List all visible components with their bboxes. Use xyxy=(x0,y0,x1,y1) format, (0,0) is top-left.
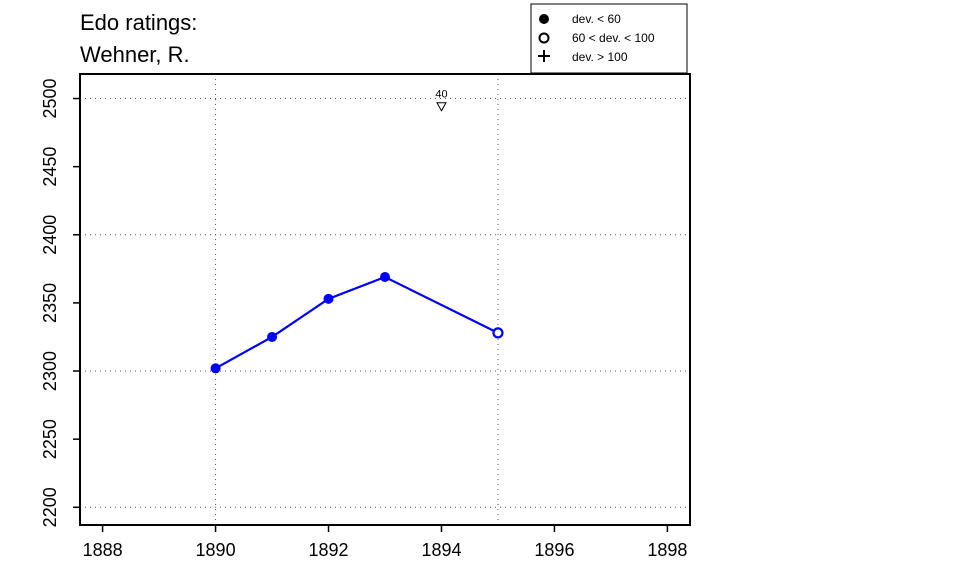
annotations: 40 xyxy=(435,89,448,112)
data-point xyxy=(380,272,390,283)
legend-open-circle-icon xyxy=(538,32,550,44)
x-tick-label: 1888 xyxy=(83,540,123,560)
legend-label-dev-gt-100: dev. > 100 xyxy=(572,50,628,64)
legend-label-dev-60-100: 60 < dev. < 100 xyxy=(572,31,655,45)
data-point xyxy=(210,363,221,374)
x-tick-label: 1896 xyxy=(534,540,574,560)
x-tick-label: 1898 xyxy=(647,540,687,560)
y-tick-label: 2200 xyxy=(40,487,60,527)
data-point xyxy=(267,331,278,342)
x-tick-label: 1890 xyxy=(196,540,236,560)
y-tick-label: 2450 xyxy=(40,147,60,187)
axes: 1888 1890 1892 1894 1896 1898 2200 2250 2300 2350… xyxy=(40,79,687,560)
annotation-label: 40 xyxy=(435,89,447,101)
y-tick-label: 2500 xyxy=(40,79,60,119)
plot-frame xyxy=(79,73,691,526)
x-tick-label: 1892 xyxy=(308,540,348,560)
chart-title-line2: Wehner, R. xyxy=(80,42,190,67)
y-tick-label: 2300 xyxy=(40,351,60,391)
legend-plus-icon xyxy=(538,50,550,62)
series-line xyxy=(215,275,499,370)
data-point xyxy=(492,327,504,339)
rating-series xyxy=(210,272,504,374)
annotation-triangle-icon xyxy=(436,102,447,112)
legend-label-dev-lt-60: dev. < 60 xyxy=(572,12,621,26)
chart-title-line1: Edo ratings: xyxy=(80,10,197,35)
y-tick-label: 2400 xyxy=(40,215,60,255)
y-tick-label: 2250 xyxy=(40,419,60,459)
legend-filled-circle-icon xyxy=(539,14,549,24)
data-point xyxy=(323,293,334,304)
x-tick-label: 1894 xyxy=(421,540,461,560)
grid-lines xyxy=(80,74,690,525)
legend: dev. < 60 60 < dev. < 100 dev. > 100 xyxy=(530,3,688,74)
y-tick-label: 2350 xyxy=(40,283,60,323)
legend-box xyxy=(530,3,688,74)
